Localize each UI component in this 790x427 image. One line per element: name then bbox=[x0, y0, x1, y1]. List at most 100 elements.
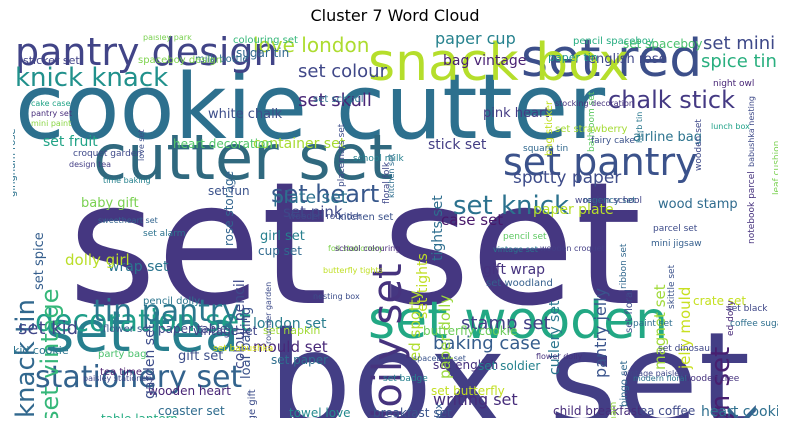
word-design-tea: design tea bbox=[69, 160, 112, 169]
word-pencil-dolly: pencil dolly bbox=[143, 296, 201, 307]
word-set-red: set red bbox=[521, 35, 703, 89]
word-kid-cookie: kid cookie bbox=[13, 344, 69, 357]
word-box-set: box set bbox=[268, 304, 751, 418]
word-set-dinosaur: set dinosaur bbox=[658, 344, 714, 354]
word-set-colour: set colour bbox=[298, 61, 387, 82]
word-school-colouring: school colouring bbox=[335, 244, 401, 253]
word-english-rose: english rose bbox=[588, 52, 667, 67]
word-set-butterfly: set butterfly bbox=[431, 384, 505, 398]
word-fairy-cake: fairy cake bbox=[591, 136, 635, 146]
word-white-chalk: white chalk bbox=[208, 107, 283, 122]
word-cookie-cutter: cookie cutter bbox=[15, 55, 606, 160]
word-paper-table: paper table bbox=[158, 322, 228, 336]
word-dolly-girl: dolly girl bbox=[65, 251, 130, 269]
word-vintage-set: vintage set bbox=[493, 245, 538, 254]
word-set-pantry: set pantry bbox=[503, 140, 698, 184]
word-rose-storage: rose storage bbox=[222, 171, 236, 247]
word-case-set: case set bbox=[441, 211, 504, 229]
word-stationery-set: stationery set bbox=[35, 360, 243, 395]
word-coaster-set: coaster set bbox=[158, 404, 225, 418]
word-tea-coffee: tea coffee bbox=[635, 404, 696, 418]
word-paisley-stationery: paisley stationery bbox=[83, 374, 155, 383]
word-foil-stationery: foil stationery bbox=[328, 244, 384, 253]
word-flower-doily: flower doily bbox=[536, 352, 583, 361]
word-nesting-box: nesting box bbox=[313, 292, 360, 301]
word-table-lantern: table lantern bbox=[101, 413, 178, 418]
word-rounder-garden: rounder garden bbox=[264, 282, 273, 345]
word-party-bag: party bag bbox=[98, 349, 147, 360]
word-butterfly-cookie: butterfly cookie bbox=[423, 324, 518, 338]
word-stick-set: stick set bbox=[428, 137, 487, 153]
word-pantry-design: pantry design bbox=[15, 35, 278, 74]
word-tights-set: tights set bbox=[430, 195, 446, 261]
word-bag-vintage: bag vintage bbox=[443, 53, 527, 69]
word-gift-set: gift set bbox=[178, 349, 224, 364]
word-placemats-set: placemats set bbox=[337, 123, 347, 188]
word-set-knick: set knick bbox=[453, 191, 570, 221]
word-love-set: love set bbox=[137, 129, 146, 162]
word-wooden-heart: wooden heart bbox=[148, 384, 231, 398]
word-milk-bottle: milk bottle bbox=[195, 54, 249, 65]
word-wooden-rounder: wooden rounder bbox=[288, 212, 362, 222]
word-snack-box: snack box bbox=[368, 35, 630, 93]
word-set-spaceboy: set spaceboy bbox=[623, 37, 703, 51]
chart-title: Cluster 7 Word Cloud bbox=[310, 6, 480, 25]
word-set-skull: set skull bbox=[298, 90, 372, 111]
word-sweetheart-set: sweetheart set bbox=[98, 216, 158, 225]
word-wood-stamp: wood stamp bbox=[658, 197, 738, 212]
word-tin-pantry: tin pantry bbox=[93, 294, 240, 329]
word-kitchen-set: kitchen set bbox=[338, 212, 394, 223]
word-mould-set: mould set bbox=[253, 338, 328, 356]
word-pantry-jelly: pantry jelly bbox=[591, 288, 610, 379]
word-croquet-garden: croquet garden bbox=[73, 149, 143, 159]
word-pencil-set: pencil set bbox=[503, 232, 547, 242]
word-set-paper: set paper bbox=[271, 353, 329, 367]
word-babushka-nesting: babushka nesting bbox=[747, 95, 756, 167]
word-plate-set: plate set bbox=[273, 188, 348, 208]
word-pink-heart: pink heart bbox=[483, 106, 550, 121]
word-wooden-tree: wooden tree bbox=[683, 374, 740, 384]
word-paint-set: paint set bbox=[633, 319, 673, 329]
word-set-badge: set badge bbox=[383, 374, 428, 384]
word-mini-jigsaw: mini jigsaw bbox=[651, 239, 702, 249]
word-ribbon-set: ribbon set bbox=[619, 243, 629, 289]
word-leaf-cushion: leaf cushion bbox=[772, 140, 778, 195]
word-decoration-set: decoration set bbox=[35, 304, 251, 339]
word-butterfly-tights: butterfly tights bbox=[323, 266, 383, 275]
word-vintage-paisley: vintage paisley bbox=[623, 369, 684, 378]
word-knick-knack: knick knack bbox=[15, 63, 169, 93]
word-cloud: set set box set cookie cutter cutter set set… bbox=[13, 35, 778, 418]
word-towel-love: towel love bbox=[289, 406, 351, 418]
word-baking-case: baking case bbox=[433, 333, 541, 354]
word-set-set: set set bbox=[68, 146, 642, 344]
word-vintage-jet: vintage jet bbox=[193, 324, 258, 338]
word-pencil-spaceboy: pencil spaceboy bbox=[573, 36, 654, 47]
word-wooden-set: wooden set bbox=[694, 119, 704, 171]
word-set-alarm: set alarm bbox=[143, 229, 186, 239]
word-square-tin: square tin bbox=[523, 144, 569, 154]
word-stocking-decoration: stocking decoration bbox=[555, 99, 634, 108]
word-set-babushka: set babushka bbox=[213, 344, 274, 354]
word-coffee-sugar: coffee sugar bbox=[730, 319, 778, 329]
word-wooden-school: wooden school bbox=[575, 196, 643, 206]
word-set-soldier: set soldier bbox=[478, 359, 541, 373]
word-paper-tin: paper tin bbox=[548, 51, 598, 64]
word-herb-tin: herb tin bbox=[635, 112, 644, 144]
word-night-owl: night owl bbox=[713, 79, 755, 89]
word-london-set: london set bbox=[253, 316, 327, 332]
word-cup-set: cup set bbox=[258, 244, 302, 258]
word-school-milk: school milk bbox=[353, 154, 404, 164]
word-sugar-tin: sugar tin bbox=[236, 46, 290, 60]
word-airline-bag: airline bag bbox=[633, 130, 702, 145]
word-modern-floral: modern floral bbox=[633, 374, 687, 383]
word-time-baking: time baking bbox=[103, 176, 151, 185]
word-stamp-set: stamp set bbox=[461, 313, 551, 334]
word-colour-pencil: colour pencil bbox=[232, 279, 248, 370]
word-flower-set: flower set bbox=[103, 324, 153, 335]
word-regency-set: regency set bbox=[583, 196, 636, 206]
word-set-black: set black bbox=[727, 304, 768, 314]
word-set-woodland: set woodland bbox=[486, 278, 553, 289]
word-pantry-set: pantry set bbox=[31, 109, 72, 118]
word-notebook-parcel: notebook parcel bbox=[747, 171, 757, 244]
word-spaceboy-design: spaceboy design bbox=[138, 55, 223, 66]
